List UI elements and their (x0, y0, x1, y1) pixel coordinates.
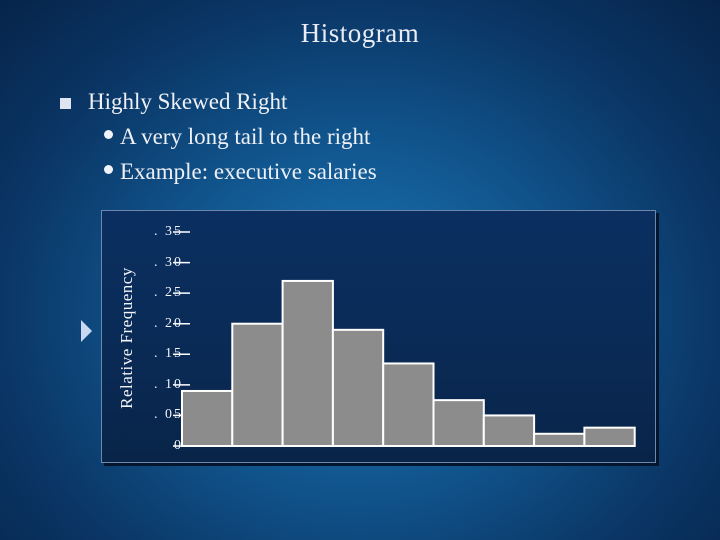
y-tick-label: . 30 (154, 254, 183, 270)
y-tick-label: . 10 (154, 376, 183, 392)
y-tick-label: . 25 (154, 285, 183, 301)
histogram-bar (231, 322, 284, 448)
y-axis-label: Relative Frequency (117, 267, 136, 409)
histogram-bar (281, 279, 334, 447)
sub-bullet-1: A very long tail to the right (120, 124, 371, 149)
y-tick-label: . 20 (154, 315, 183, 331)
pointer-arrow-icon (81, 320, 92, 342)
dot-bullet-icon (104, 165, 113, 174)
sub-bullet-2: Example: executive salaries (120, 159, 377, 184)
histogram-bar (482, 414, 536, 447)
dot-bullet-icon (104, 130, 113, 139)
square-bullet-icon (60, 98, 71, 109)
y-tick-label: . 15 (154, 346, 183, 362)
y-tick-label: 0 (174, 438, 183, 453)
histogram-bar (382, 362, 435, 448)
histogram-bar (432, 399, 485, 447)
histogram-bar (583, 426, 636, 447)
y-tick-label: . 35 (154, 224, 183, 239)
histogram-bar (181, 389, 234, 448)
histogram-bar (533, 432, 586, 447)
main-bullet-text: Highly Skewed Right (88, 89, 288, 114)
y-tick-label: . 05 (154, 407, 183, 423)
histogram-bar (331, 328, 385, 448)
slide-title: Histogram (300, 18, 420, 48)
